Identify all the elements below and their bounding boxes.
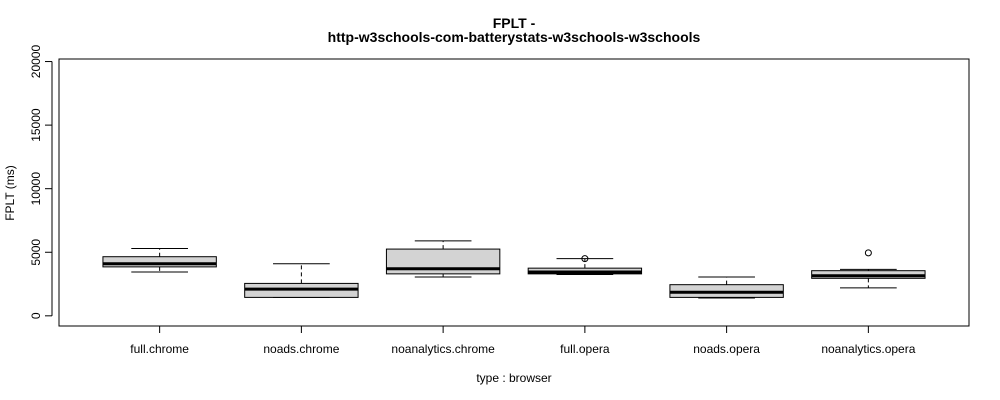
- outlier-point: [864, 249, 872, 257]
- x-tick-label: full.opera: [560, 342, 610, 356]
- x-tick-label: noads.chrome: [263, 342, 339, 356]
- y-axis: 0 5000 10000 15000 20000: [29, 45, 53, 319]
- x-axis: full.chrome noads.chrome noanalytics.chrom…: [130, 325, 916, 356]
- y-tick-label: 10000: [29, 172, 43, 206]
- chart-title-line1: FPLT -: [493, 15, 536, 31]
- box-noads.chrome: [244, 263, 359, 298]
- box-full.opera: [527, 255, 643, 276]
- plot-frame: [58, 58, 970, 327]
- x-tick-label: full.chrome: [130, 342, 189, 356]
- box-noanalytics.opera: [811, 249, 926, 289]
- box-noads.opera: [669, 276, 784, 299]
- chart-title-line2: http-w3schools-com-batterystats-w3school…: [328, 29, 701, 45]
- y-tick-label: 5000: [29, 239, 43, 266]
- y-tick-label: 0: [29, 312, 43, 319]
- x-axis-label: type : browser: [476, 371, 551, 385]
- x-tick-label: noanalytics.chrome: [391, 342, 495, 356]
- y-tick-label: 20000: [29, 45, 43, 79]
- x-tick-label: noads.opera: [693, 342, 760, 356]
- boxes: [102, 240, 926, 299]
- box-noanalytics.chrome: [385, 240, 501, 278]
- y-tick-label: 15000: [29, 108, 43, 142]
- box-iqr: [102, 256, 217, 268]
- x-tick-label: noanalytics.opera: [821, 342, 915, 356]
- box-full.chrome: [102, 247, 217, 273]
- y-axis-label: FPLT (ms): [3, 165, 17, 221]
- outlier-point: [581, 255, 589, 263]
